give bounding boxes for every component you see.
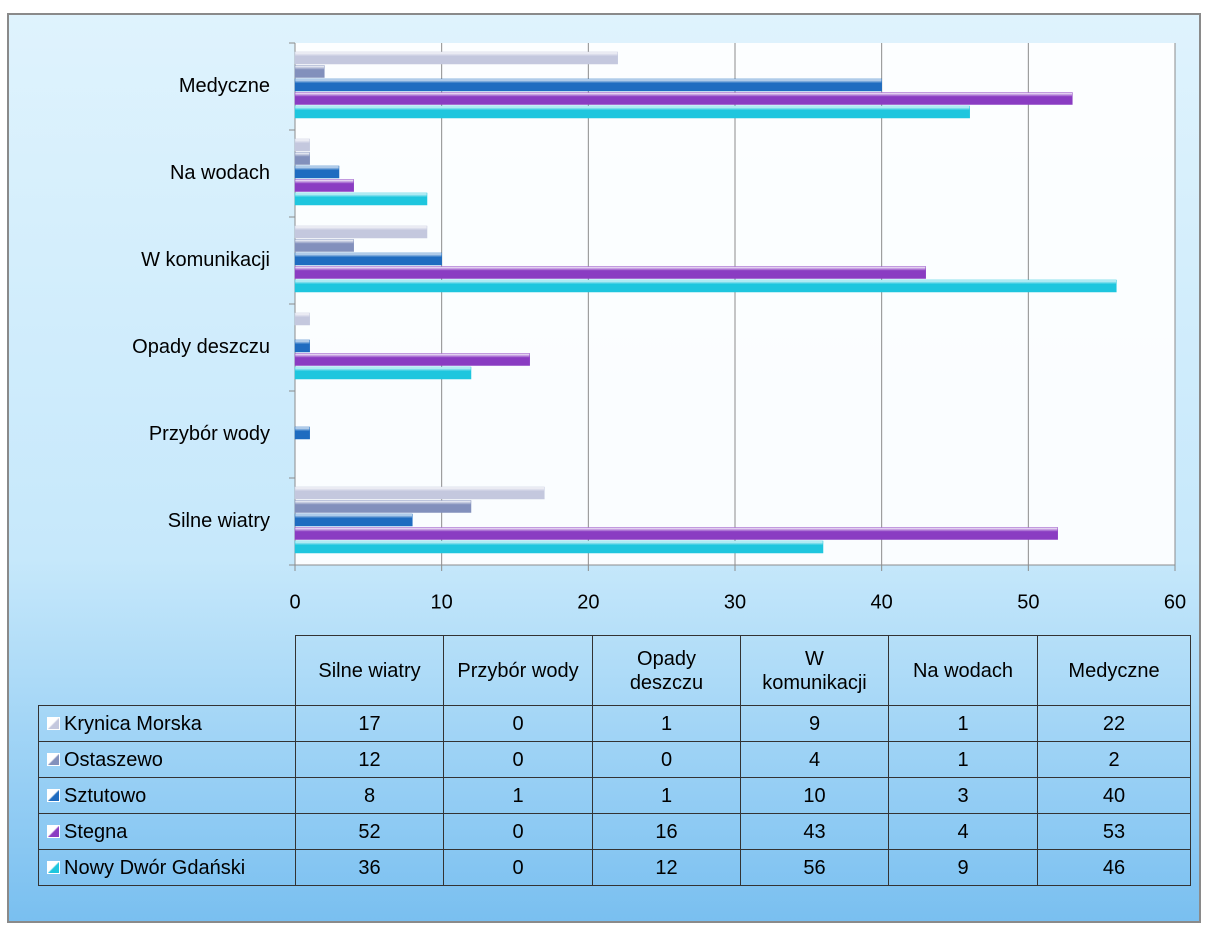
table-cell: 1 — [592, 705, 741, 742]
table-row-header: Nowy Dwór Gdański — [38, 849, 296, 886]
legend-swatch — [47, 753, 60, 766]
x-tick-label: 20 — [577, 591, 599, 613]
table-header: Na wodach — [888, 635, 1038, 706]
bar — [294, 486, 545, 500]
bar — [294, 78, 882, 92]
table-cell: 12 — [592, 849, 741, 886]
bar — [294, 540, 824, 554]
table-cell: 2 — [1037, 741, 1191, 778]
table-row-header: Krynica Morska — [38, 705, 296, 742]
table-cell: 1 — [592, 777, 741, 814]
bar — [294, 426, 310, 440]
x-tick-label: 30 — [724, 591, 746, 613]
table-cell: 22 — [1037, 705, 1191, 742]
legend-label: Ostaszewo — [64, 748, 163, 771]
bar — [294, 366, 472, 380]
table-cell: 12 — [295, 741, 444, 778]
table-cell: 0 — [443, 813, 593, 850]
table-cell: 8 — [295, 777, 444, 814]
bar — [294, 266, 926, 279]
table-cell: 0 — [443, 849, 593, 886]
bar — [294, 138, 310, 152]
legend-swatch — [47, 861, 60, 874]
table-cell: 56 — [740, 849, 889, 886]
table-cell: 4 — [888, 813, 1038, 850]
y-tick-label: Medyczne — [179, 75, 270, 97]
table-cell: 52 — [295, 813, 444, 850]
x-tick-label: 0 — [289, 591, 300, 613]
y-tick-label: Przybór wody — [149, 423, 270, 445]
bar — [294, 51, 618, 65]
bar — [294, 239, 354, 252]
bar — [294, 179, 354, 192]
table-cell: 0 — [443, 705, 593, 742]
table-cell: 16 — [592, 813, 741, 850]
table-cell: 0 — [592, 741, 741, 778]
legend-label: Stegna — [64, 820, 128, 843]
table-row-header: Stegna — [38, 813, 296, 850]
table-cell: 1 — [888, 705, 1038, 742]
bar — [294, 353, 530, 366]
table-cell: 9 — [740, 705, 889, 742]
table-cell: 40 — [1037, 777, 1191, 814]
table-cell: 9 — [888, 849, 1038, 886]
bar — [294, 225, 428, 239]
table-cell: 4 — [740, 741, 889, 778]
bar — [294, 192, 428, 206]
bar — [294, 92, 1073, 105]
legend-swatch — [47, 789, 60, 802]
y-tick-label: Na wodach — [170, 162, 270, 184]
y-tick-label: W komunikacji — [141, 249, 270, 271]
y-tick-label: Opady deszczu — [132, 336, 270, 358]
table-row-header: Ostaszewo — [38, 741, 296, 778]
bar — [294, 165, 340, 179]
table-cell: 0 — [443, 741, 593, 778]
table-cell: 46 — [1037, 849, 1191, 886]
y-tick-label: Silne wiatry — [168, 510, 270, 532]
bar — [294, 527, 1058, 540]
table-row-header: Sztutowo — [38, 777, 296, 814]
table-cell: 43 — [740, 813, 889, 850]
table-cell: 53 — [1037, 813, 1191, 850]
bar — [294, 279, 1117, 293]
table-cell: 1 — [888, 741, 1038, 778]
table-cell: 17 — [295, 705, 444, 742]
bar — [294, 500, 472, 513]
bar — [294, 152, 310, 165]
table-header: Opady deszczu — [592, 635, 741, 706]
table-header: Silne wiatry — [295, 635, 444, 706]
table-cell: 36 — [295, 849, 444, 886]
table-header: Przybór wody — [443, 635, 593, 706]
bar — [294, 252, 442, 266]
table-header: W komunikacji — [740, 635, 889, 706]
bar — [294, 312, 310, 326]
table-cell: 1 — [443, 777, 593, 814]
legend-swatch — [47, 717, 60, 730]
bar — [294, 65, 325, 78]
legend-swatch — [47, 825, 60, 838]
legend-label: Nowy Dwór Gdański — [64, 856, 246, 879]
legend-label: Sztutowo — [64, 784, 147, 807]
bar — [294, 513, 413, 527]
x-tick-label: 60 — [1164, 591, 1186, 613]
table-header: Medyczne — [1037, 635, 1191, 706]
x-tick-label: 10 — [431, 591, 453, 613]
table-cell: 10 — [740, 777, 889, 814]
legend-label: Krynica Morska — [64, 712, 202, 735]
table-cell: 3 — [888, 777, 1038, 814]
x-tick-label: 50 — [1017, 591, 1039, 613]
bar — [294, 339, 310, 353]
bar — [294, 105, 970, 119]
x-tick-label: 40 — [871, 591, 893, 613]
